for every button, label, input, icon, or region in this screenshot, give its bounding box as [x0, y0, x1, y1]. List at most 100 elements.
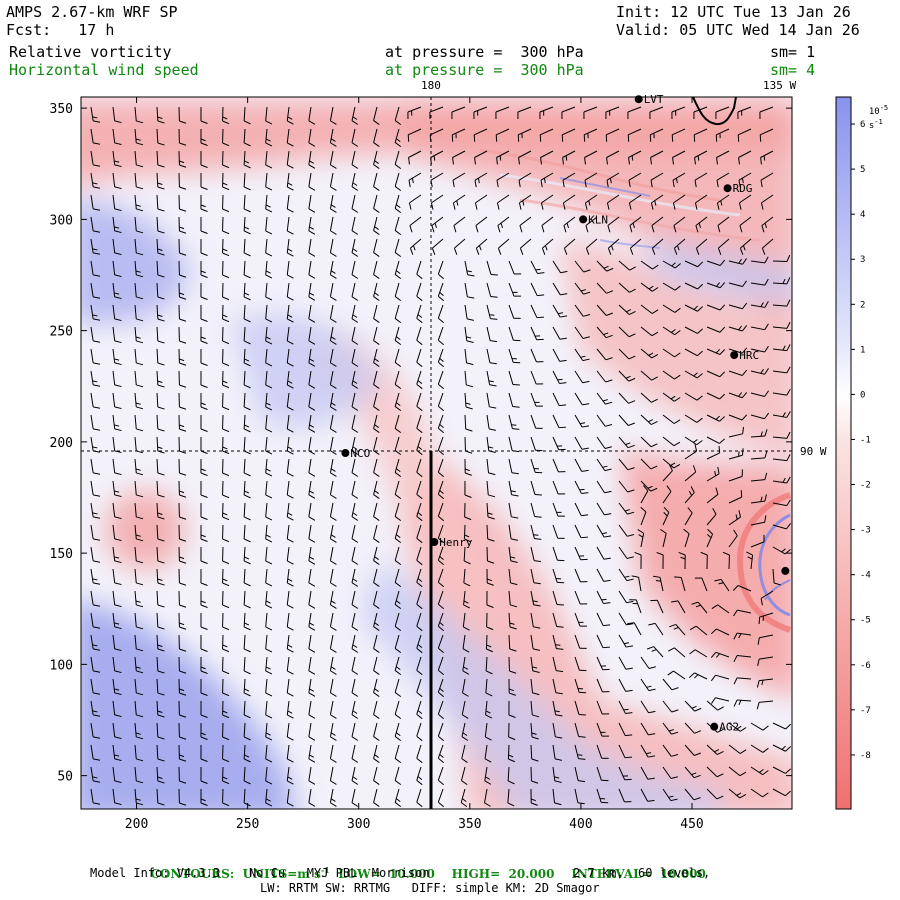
barb-staff — [728, 282, 743, 287]
barb-staff — [156, 194, 159, 210]
barb-staff — [684, 304, 698, 312]
wind-barb — [596, 502, 612, 516]
wind-barb — [585, 216, 598, 233]
colorbar-tick-label: -2 — [860, 481, 871, 491]
barb-feather — [93, 802, 101, 805]
barb-feather — [200, 468, 206, 472]
wind-barb — [200, 678, 208, 696]
wind-barb — [596, 304, 614, 316]
barb-feather — [287, 318, 294, 323]
barb-feather — [760, 157, 762, 165]
barb-feather — [265, 780, 273, 785]
barb-feather — [695, 247, 700, 255]
wind-barb — [530, 766, 539, 784]
wind-barb — [416, 480, 423, 500]
barb-feather — [577, 754, 583, 756]
station-dot — [579, 215, 588, 224]
barb-staff — [286, 766, 290, 781]
wind-barb — [286, 656, 294, 675]
barb-staff — [485, 634, 488, 650]
barb-staff — [651, 194, 664, 204]
barb-staff — [552, 480, 559, 495]
wind-barb — [618, 326, 636, 338]
wind-barb — [134, 480, 144, 498]
barb-staff — [373, 414, 378, 429]
wind-barb — [733, 609, 752, 617]
barb-feather — [395, 402, 401, 407]
barb-feather — [773, 582, 781, 586]
barb-staff — [308, 766, 312, 781]
barb-feather — [394, 428, 402, 434]
barb-feather — [648, 666, 656, 669]
barb-staff — [672, 150, 686, 158]
wind-barb — [243, 370, 251, 389]
barb-feather — [179, 582, 187, 586]
barb-staff — [394, 546, 400, 561]
barb-feather — [200, 714, 208, 718]
wind-barb — [416, 282, 423, 302]
barb-staff — [684, 260, 698, 268]
barb-feather — [330, 692, 337, 697]
barb-staff — [662, 744, 672, 757]
wind-barb — [351, 172, 359, 191]
barb-staff — [243, 414, 246, 430]
wind-barb — [706, 259, 726, 266]
barb-feather — [265, 274, 273, 279]
barb-feather — [373, 406, 380, 411]
barb-staff — [156, 106, 159, 122]
barb-feather — [627, 534, 635, 537]
barb-feather — [179, 292, 185, 296]
wind-barb — [178, 766, 187, 784]
wind-barb — [200, 480, 208, 498]
barb-feather — [222, 164, 230, 169]
barb-feather — [533, 582, 541, 585]
barb-staff — [475, 216, 488, 226]
barb-staff — [630, 238, 642, 249]
wind-barb — [134, 788, 144, 806]
barb-feather — [496, 157, 498, 165]
barb-staff — [408, 172, 422, 181]
wind-barb — [761, 216, 774, 233]
wind-barb — [156, 590, 165, 608]
barb-staff — [461, 700, 466, 715]
barb-staff — [394, 634, 400, 649]
colorbar-tick-label: 3 — [860, 255, 865, 265]
wind-barb — [243, 590, 251, 609]
wind-barb — [437, 458, 445, 478]
wind-barb — [329, 634, 337, 653]
colorbar-tick-label: 2 — [860, 300, 865, 310]
barb-feather — [330, 472, 337, 477]
wind-barb — [156, 634, 165, 652]
barb-feather — [488, 472, 496, 476]
barb-staff — [90, 128, 94, 143]
wind-barb — [706, 414, 726, 422]
barb-staff — [265, 238, 268, 253]
wind-barb — [178, 678, 187, 696]
barb-staff — [618, 590, 627, 604]
wind-barb — [618, 788, 632, 803]
barb-feather — [373, 472, 380, 477]
barb-staff — [437, 612, 444, 627]
barb-feather — [93, 164, 101, 167]
barb-feather — [222, 714, 230, 719]
barb-staff — [308, 634, 312, 649]
barb-feather — [627, 444, 635, 449]
wind-barb — [286, 612, 294, 631]
barb-feather — [93, 472, 101, 475]
barb-staff — [112, 238, 116, 253]
barb-feather — [157, 340, 165, 344]
wind-barb — [552, 612, 564, 628]
barb-feather — [330, 384, 337, 389]
wind-barb — [596, 436, 612, 449]
barb-feather — [373, 516, 380, 521]
barb-staff — [640, 282, 653, 292]
barb-feather — [719, 304, 726, 311]
barb-staff — [761, 216, 774, 226]
barb-staff — [394, 326, 400, 341]
wind-barb — [200, 150, 208, 168]
barb-feather — [697, 155, 700, 161]
barb-feather — [719, 438, 725, 444]
barb-feather — [687, 507, 693, 514]
barb-feather — [373, 582, 380, 587]
